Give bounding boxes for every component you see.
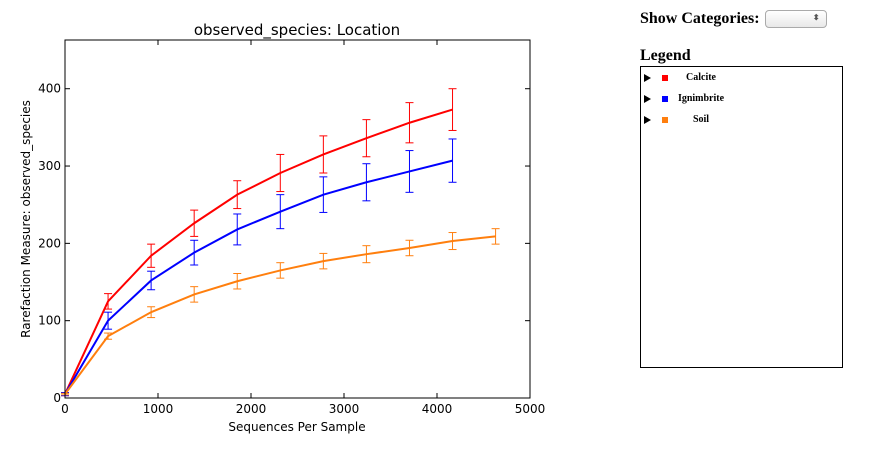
color-swatch — [662, 74, 668, 81]
series-line-ignimbrite — [64, 159, 453, 395]
legend-box: Calcite Ignimbrite Soil — [640, 66, 843, 368]
x-tick-label: 0 — [61, 402, 69, 416]
show-categories-label: Show Categories: — [640, 10, 760, 27]
series-line-calcite — [64, 108, 453, 395]
category-select[interactable]: ⬍ — [764, 10, 827, 28]
rarefaction-chart: observed_species: Location Sequences Per… — [19, 21, 546, 434]
x-tick-label: 5000 — [515, 402, 546, 416]
legend-label: Soil — [692, 114, 710, 125]
expand-triangle-icon[interactable] — [644, 73, 651, 82]
legend-label: Calcite — [686, 72, 716, 83]
x-tick-label: 1000 — [143, 402, 174, 416]
x-tick-label: 3000 — [329, 402, 360, 416]
y-tick-label: 0 — [53, 391, 61, 405]
color-swatch — [662, 116, 668, 123]
legend-label: Ignimbrite — [677, 93, 725, 104]
series-line-soil — [64, 235, 496, 395]
select-arrows-icon: ⬍ — [812, 13, 820, 22]
y-tick-label: 200 — [38, 236, 61, 250]
x-tick-label: 2000 — [236, 402, 267, 416]
color-swatch — [662, 95, 668, 102]
expand-triangle-icon[interactable] — [644, 94, 651, 103]
y-tick-label: 300 — [38, 159, 61, 173]
x-tick-label: 4000 — [422, 402, 453, 416]
y-axis-label: Rarefaction Measure: observed_species — [19, 100, 33, 338]
legend-item-calcite[interactable]: Calcite — [641, 67, 842, 88]
legend-item-ignimbrite[interactable]: Ignimbrite — [641, 88, 842, 109]
x-axis-label: Sequences Per Sample — [228, 420, 365, 434]
legend-item-soil[interactable]: Soil — [641, 109, 842, 130]
plot-frame — [64, 39, 531, 399]
chart-title: observed_species: Location — [194, 21, 400, 40]
y-tick-label: 400 — [38, 82, 61, 96]
y-tick-label: 100 — [38, 314, 61, 328]
expand-triangle-icon[interactable] — [644, 115, 651, 124]
legend-title: Legend — [640, 47, 691, 64]
show-categories-control: Show Categories: ⬍ — [640, 10, 827, 28]
